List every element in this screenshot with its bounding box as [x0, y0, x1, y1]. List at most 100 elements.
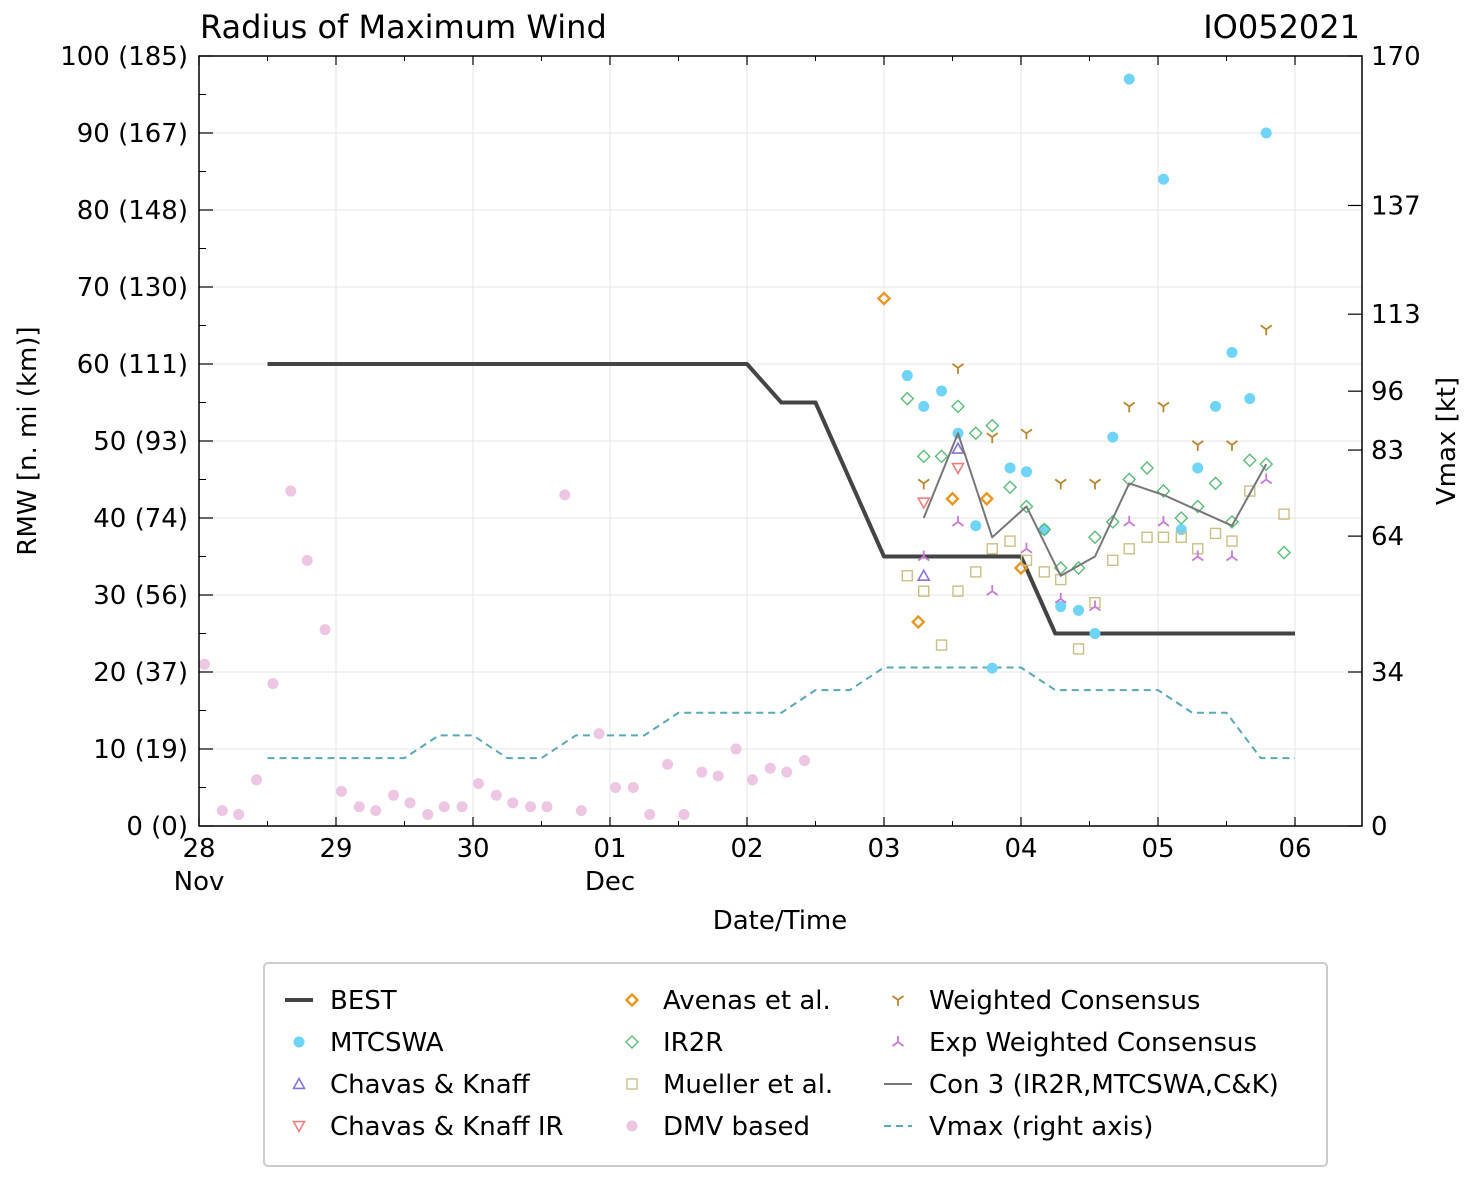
- y2-tick-label: 0: [1371, 812, 1388, 842]
- ir2r-point: [950, 399, 965, 414]
- dmv-based-point: [422, 808, 434, 820]
- mtcswa-point: [1004, 462, 1016, 474]
- dmv-based-point: [233, 808, 245, 820]
- dmv-based-point: [609, 782, 621, 793]
- y-tick-label: 90 (167): [77, 119, 188, 149]
- legend-label: Chavas & Knaff: [330, 1070, 531, 1100]
- mueller-et-al-point: [1089, 597, 1101, 609]
- avenas-et-al-point: [876, 291, 892, 306]
- y-tick-label: 40 (74): [93, 504, 188, 534]
- mtcswa-point: [936, 385, 948, 397]
- legend-item-vmax-right-axis: Vmax (right axis): [884, 1112, 1153, 1142]
- y2-tick-label: 137: [1371, 191, 1421, 221]
- dmv-based-point: [627, 782, 639, 793]
- legend-swatch: [625, 1035, 639, 1049]
- series-weighted-consensus: [917, 324, 1273, 490]
- x-tick-label: 06: [1278, 834, 1311, 864]
- weighted-consensus-point: [1088, 478, 1102, 490]
- weighted-consensus-point: [1225, 440, 1239, 451]
- mueller-et-al-point: [970, 566, 982, 578]
- mueller-et-al-point: [1020, 554, 1033, 567]
- dmv-based-point: [730, 743, 742, 755]
- y2-axis-label: Vmax [kt]: [1432, 377, 1462, 505]
- x-tick-label: 29: [319, 834, 352, 864]
- best-line: [267, 362, 1295, 636]
- dmv-based-point: [712, 770, 724, 782]
- mueller-et-al-point: [1004, 535, 1016, 547]
- legend-swatch: [293, 1036, 305, 1048]
- series-ir2r: [900, 391, 1292, 576]
- dmv-based-point: [662, 758, 674, 770]
- ir2r-point: [1003, 480, 1018, 495]
- mtcswa-point: [1226, 346, 1238, 358]
- ir2r-point: [1037, 522, 1052, 537]
- legend-label: Weighted Consensus: [929, 986, 1200, 1016]
- dmv-based-point: [267, 678, 279, 690]
- chavas-knaff-ir-point: [951, 462, 965, 476]
- dmv-based-point: [541, 801, 553, 813]
- weighted-consensus-point: [986, 432, 999, 444]
- legend-label: IR2R: [663, 1028, 723, 1058]
- dmv-based-point: [696, 766, 708, 778]
- dmv-based-point: [335, 785, 347, 797]
- y-tick-label: 50 (93): [93, 427, 188, 457]
- exp-weighted-consensus-point: [1191, 550, 1204, 562]
- legend-swatch: [626, 1078, 638, 1090]
- mtcswa-point: [970, 520, 982, 532]
- dmv-based-point: [764, 762, 776, 774]
- mueller-et-al-point: [1244, 485, 1256, 497]
- weighted-consensus-point: [1054, 478, 1067, 490]
- legend-swatch: [624, 992, 640, 1008]
- legend-label: DMV based: [663, 1112, 810, 1142]
- ir2r-point: [968, 426, 983, 441]
- mtcswa-point: [1123, 73, 1135, 85]
- mueller-et-al-point: [986, 543, 998, 555]
- mtcswa-point: [1089, 628, 1101, 639]
- ir2r-point: [1140, 460, 1155, 475]
- mueller-et-al-point: [1107, 554, 1119, 567]
- mtcswa-point: [918, 400, 930, 412]
- dmv-based-point: [678, 808, 690, 820]
- avenas-et-al-point: [945, 491, 960, 506]
- x-tick-label: 02: [730, 834, 763, 864]
- chavas-knaff-ir-point: [916, 497, 931, 510]
- legend-item-mtcswa: MTCSWA: [293, 1028, 444, 1058]
- weighted-consensus-point: [1260, 324, 1273, 336]
- dmv-based-point: [525, 801, 537, 813]
- chavas-knaff-point: [916, 568, 931, 581]
- mtcswa-point: [1260, 127, 1272, 139]
- dmv-based-point: [593, 728, 605, 740]
- mueller-et-al-point: [1278, 508, 1290, 520]
- ir2r-point: [985, 418, 1000, 433]
- ir2r-point: [1208, 476, 1223, 491]
- legend-label: Mueller et al.: [663, 1070, 833, 1100]
- y2-tick-label: 170: [1371, 42, 1421, 72]
- exp-weighted-consensus-point: [1054, 592, 1067, 604]
- x-tick-label: 03: [867, 834, 900, 864]
- legend-label: BEST: [330, 986, 397, 1016]
- weighted-consensus-point: [917, 478, 930, 490]
- mueller-et-al-point: [1038, 566, 1050, 578]
- y-tick-label: 20 (37): [93, 658, 188, 688]
- y2-tick-label: 96: [1371, 377, 1404, 407]
- dmv-based-point: [251, 774, 263, 786]
- chavas-knaff-point: [951, 441, 965, 454]
- y-tick-label: 10 (19): [93, 735, 188, 765]
- legend-swatch: [891, 1036, 905, 1047]
- mueller-et-al-point: [918, 585, 930, 597]
- ir2r-point: [1087, 530, 1102, 545]
- exp-weighted-consensus-point: [1157, 515, 1170, 527]
- legend-item-con-3-ir2r-mtcswa-c-k: Con 3 (IR2R,MTCSWA,C&K): [884, 1070, 1279, 1100]
- avenas-et-al-point: [911, 614, 926, 630]
- y2-tick-label: 64: [1371, 522, 1404, 552]
- dmv-based-point: [559, 489, 571, 501]
- y-tick-label: 60 (111): [77, 350, 188, 380]
- mtcswa-point: [1157, 173, 1169, 185]
- legend-item-exp-weighted-consensus: Exp Weighted Consensus: [891, 1028, 1257, 1058]
- vmax-right-axis-line: [267, 666, 1295, 760]
- ir2r-point: [1105, 514, 1120, 529]
- mtcswa-point: [1210, 400, 1222, 412]
- legend-label: Con 3 (IR2R,MTCSWA,C&K): [929, 1070, 1279, 1100]
